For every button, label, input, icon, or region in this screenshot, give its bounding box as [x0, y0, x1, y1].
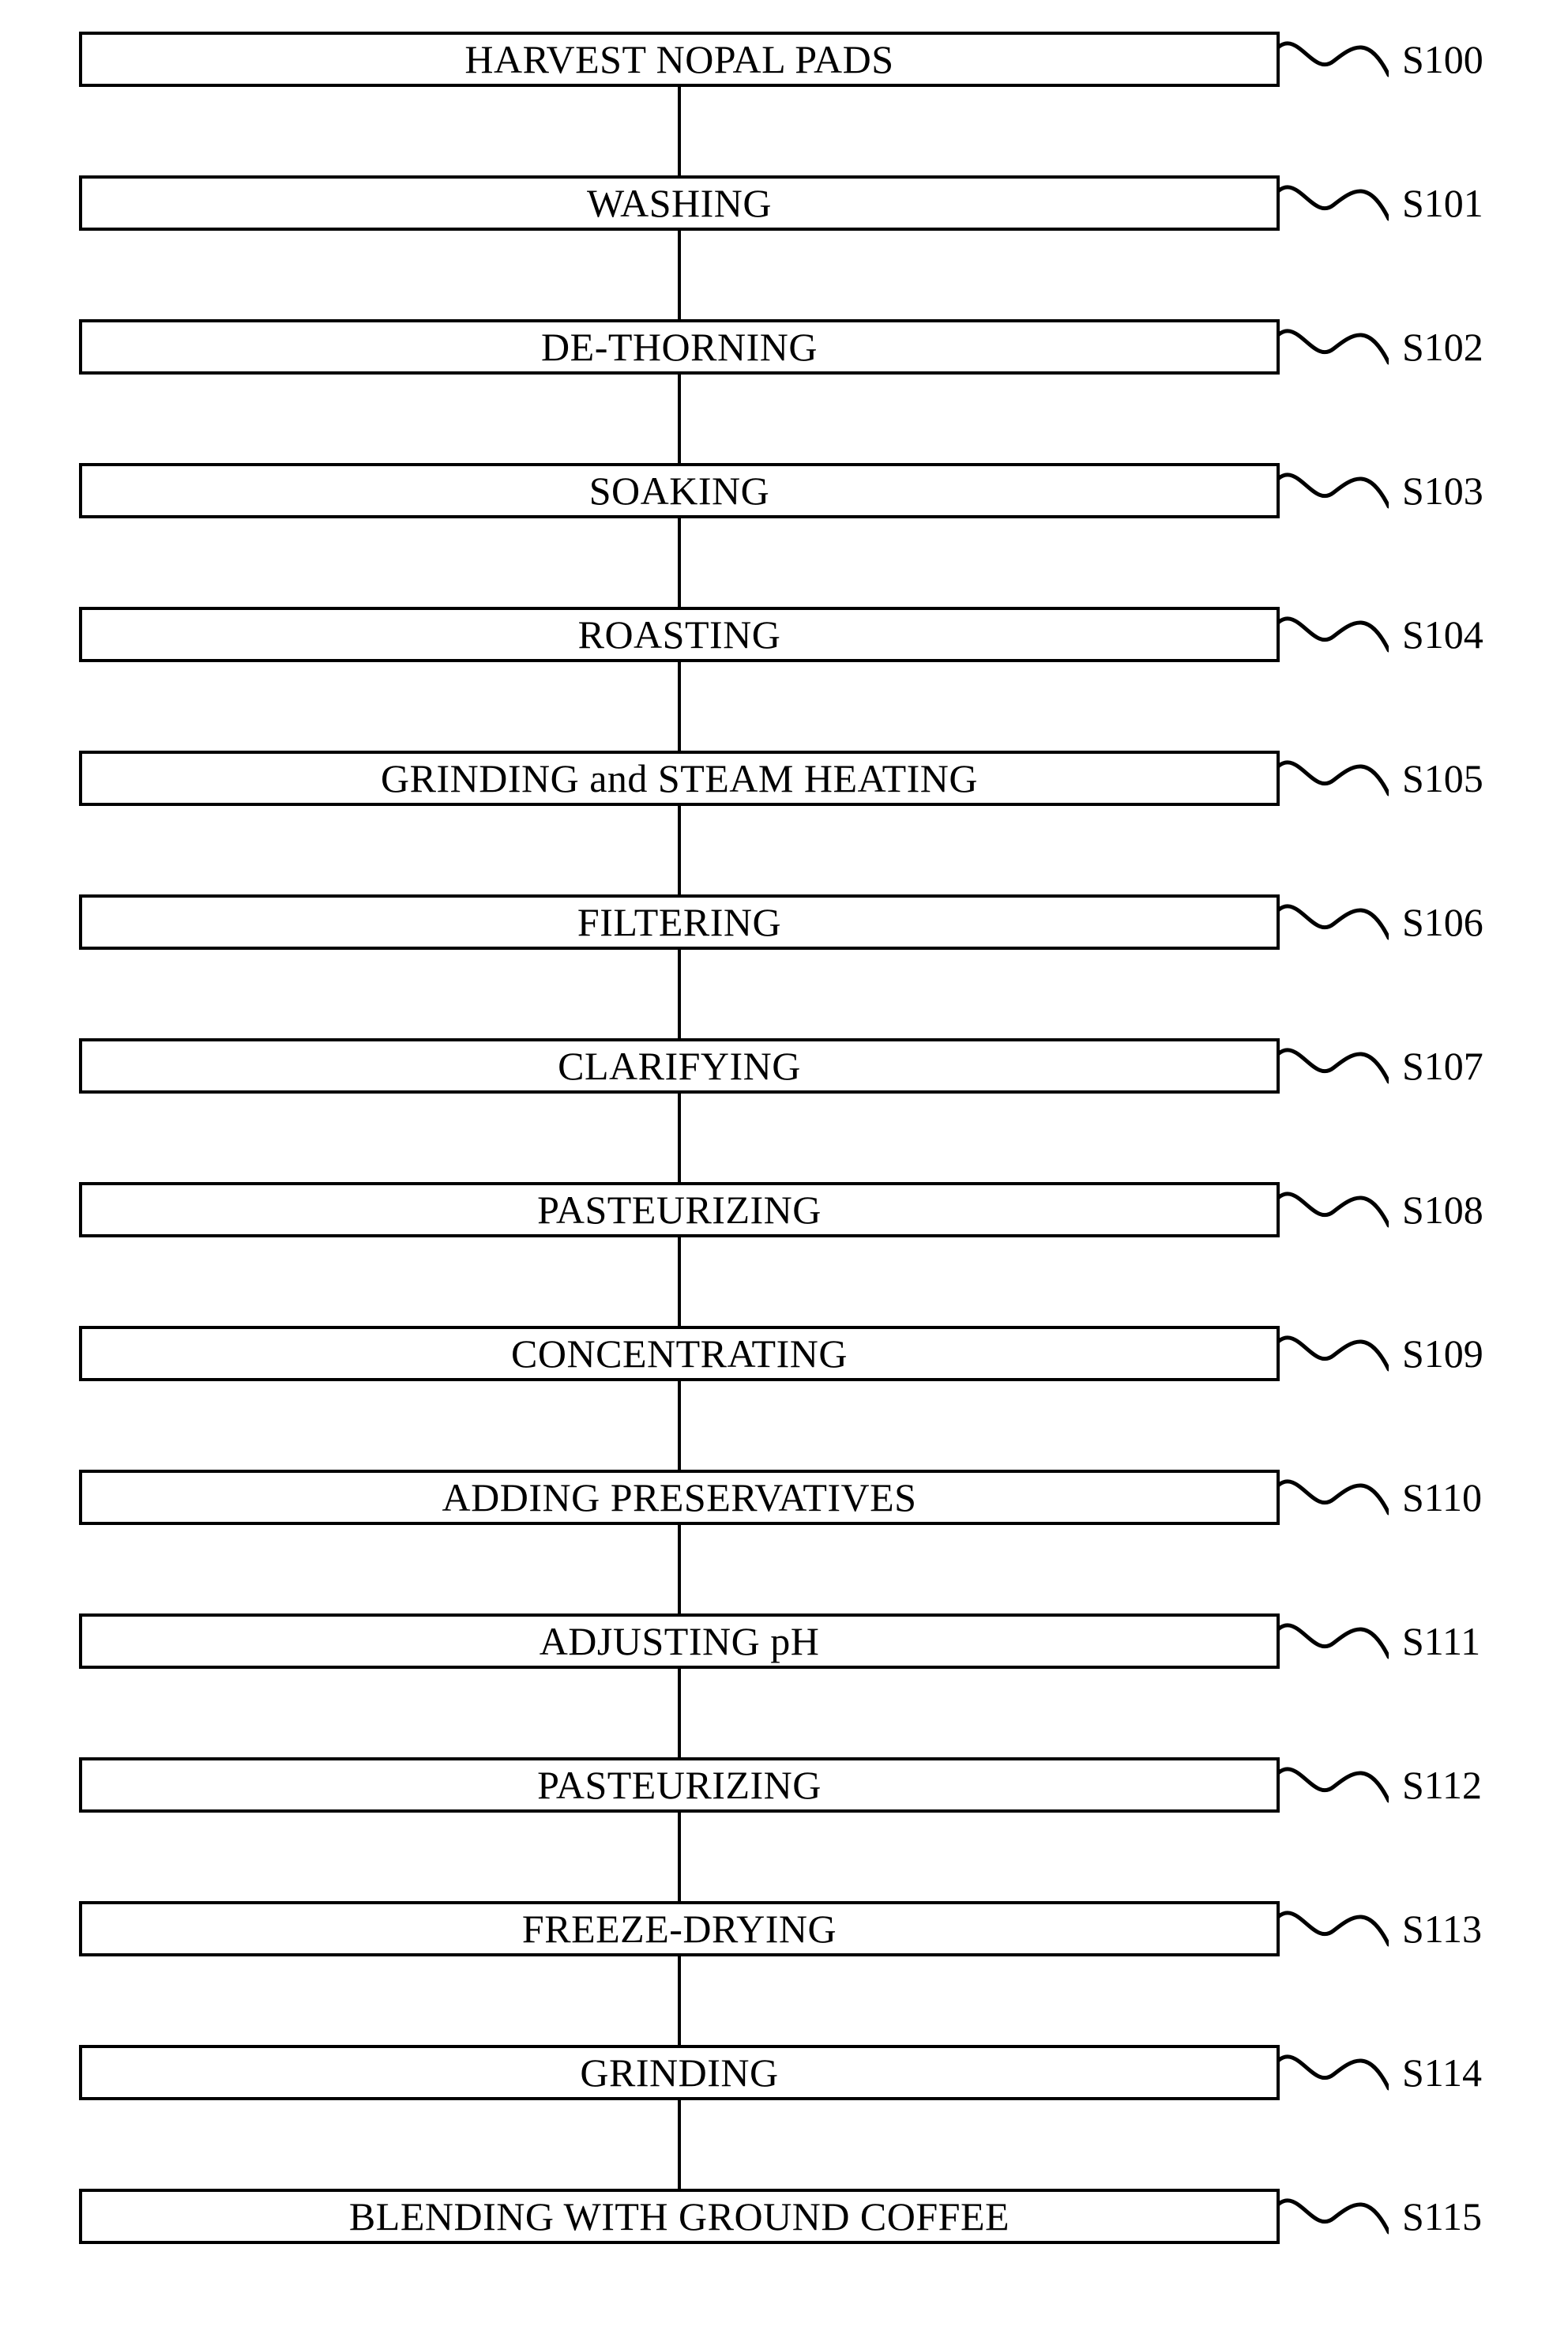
flowchart-step-box: ADDING PRESERVATIVES: [79, 1470, 1280, 1525]
flowchart-connector: [678, 518, 681, 607]
lead-line-tilde: [1278, 2197, 1389, 2236]
flowchart-canvas: HARVEST NOPAL PADS S100 WASHING S101 DE-THOR…: [0, 0, 1568, 2327]
flowchart-step-box: DE-THORNING: [79, 319, 1280, 375]
flowchart-step-text: DE-THORNING: [541, 324, 818, 370]
flowchart-step-id: S107: [1402, 1043, 1483, 1089]
flowchart-step-box: ADJUSTING pH: [79, 1613, 1280, 1669]
lead-line-tilde: [1278, 183, 1389, 223]
flowchart-step-text: CLARIFYING: [558, 1043, 801, 1089]
flowchart-connector: [678, 1381, 681, 1470]
flowchart-step-text: WASHING: [587, 180, 772, 226]
flowchart-connector: [678, 1956, 681, 2045]
flowchart-step-id: S100: [1402, 36, 1483, 82]
lead-line-tilde: [1278, 759, 1389, 798]
flowchart-step-id: S108: [1402, 1187, 1483, 1233]
lead-line-tilde: [1278, 327, 1389, 367]
lead-line-tilde: [1278, 1621, 1389, 1661]
flowchart-step-box: SOAKING: [79, 463, 1280, 518]
flowchart-step-text: ROASTING: [578, 612, 781, 657]
lead-line-tilde: [1278, 1765, 1389, 1805]
flowchart-step-box: BLENDING WITH GROUND COFFEE: [79, 2189, 1280, 2244]
flowchart-step-id: S105: [1402, 755, 1483, 801]
flowchart-step-text: CONCENTRATING: [511, 1331, 848, 1376]
flowchart-step-id: S115: [1402, 2193, 1482, 2239]
lead-line-tilde: [1278, 2053, 1389, 2092]
lead-line-tilde: [1278, 471, 1389, 510]
flowchart-connector: [678, 1669, 681, 1757]
flowchart-connector: [678, 1813, 681, 1901]
flowchart-connector: [678, 662, 681, 751]
flowchart-step-box: FILTERING: [79, 894, 1280, 950]
flowchart-step-id: S114: [1402, 2050, 1482, 2095]
flowchart-step-text: ADDING PRESERVATIVES: [442, 1474, 917, 1520]
flowchart-step-box: HARVEST NOPAL PADS: [79, 32, 1280, 87]
flowchart-connector: [678, 87, 681, 175]
flowchart-connector: [678, 1094, 681, 1182]
flowchart-connector: [678, 2100, 681, 2189]
flowchart-step-id: S101: [1402, 180, 1483, 226]
flowchart-step-id: S110: [1402, 1474, 1482, 1520]
flowchart-step-box: GRINDING: [79, 2045, 1280, 2100]
lead-line-tilde: [1278, 40, 1389, 79]
flowchart-step-box: CONCENTRATING: [79, 1326, 1280, 1381]
flowchart-step-id: S112: [1402, 1762, 1482, 1808]
flowchart-step-box: WASHING: [79, 175, 1280, 231]
flowchart-step-id: S113: [1402, 1906, 1482, 1952]
flowchart-step-box: PASTEURIZING: [79, 1757, 1280, 1813]
flowchart-connector: [678, 231, 681, 319]
flowchart-step-id: S106: [1402, 899, 1483, 945]
lead-line-tilde: [1278, 1334, 1389, 1373]
flowchart-step-id: S104: [1402, 612, 1483, 657]
lead-line-tilde: [1278, 1190, 1389, 1229]
flowchart-step-id: S109: [1402, 1331, 1483, 1376]
flowchart-connector: [678, 1237, 681, 1326]
lead-line-tilde: [1278, 1046, 1389, 1086]
lead-line-tilde: [1278, 615, 1389, 654]
flowchart-step-box: FREEZE-DRYING: [79, 1901, 1280, 1956]
flowchart-step-box: CLARIFYING: [79, 1038, 1280, 1094]
flowchart-step-text: FILTERING: [577, 899, 781, 945]
flowchart-connector: [678, 1525, 681, 1613]
flowchart-step-text: SOAKING: [589, 468, 770, 514]
lead-line-tilde: [1278, 1909, 1389, 1949]
flowchart-step-text: GRINDING and STEAM HEATING: [381, 755, 978, 801]
flowchart-step-text: BLENDING WITH GROUND COFFEE: [349, 2193, 1010, 2239]
flowchart-step-text: HARVEST NOPAL PADS: [464, 36, 893, 82]
flowchart-step-id: S102: [1402, 324, 1483, 370]
flowchart-step-id: S103: [1402, 468, 1483, 514]
flowchart-step-box: ROASTING: [79, 607, 1280, 662]
flowchart-step-text: GRINDING: [580, 2050, 778, 2095]
flowchart-step-box: GRINDING and STEAM HEATING: [79, 751, 1280, 806]
flowchart-connector: [678, 375, 681, 463]
flowchart-connector: [678, 806, 681, 894]
flowchart-step-text: PASTEURIZING: [537, 1762, 822, 1808]
lead-line-tilde: [1278, 1478, 1389, 1517]
flowchart-connector: [678, 950, 681, 1038]
flowchart-step-text: PASTEURIZING: [537, 1187, 822, 1233]
flowchart-step-text: ADJUSTING pH: [540, 1618, 820, 1664]
lead-line-tilde: [1278, 902, 1389, 942]
flowchart-step-id: S111: [1402, 1618, 1480, 1664]
flowchart-step-text: FREEZE-DRYING: [522, 1906, 837, 1952]
flowchart-step-box: PASTEURIZING: [79, 1182, 1280, 1237]
